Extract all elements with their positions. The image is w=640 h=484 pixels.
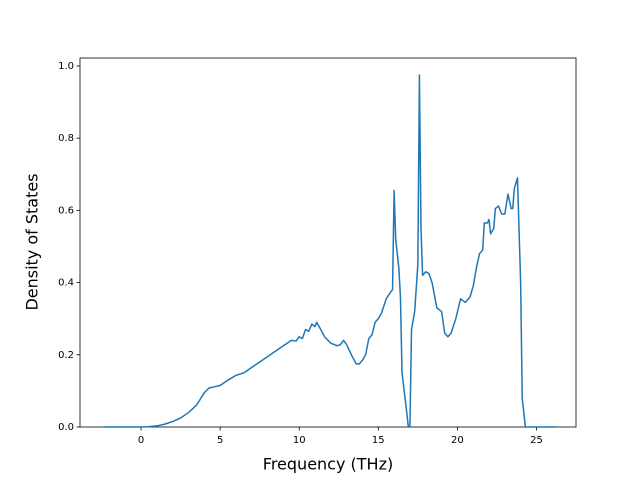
x-axis-label: Frequency (THz) <box>263 455 393 474</box>
x-tick-label: 5 <box>217 435 223 446</box>
y-tick-label: 0.4 <box>58 278 74 289</box>
x-tick-label: 20 <box>451 435 464 446</box>
y-tick-label: 0.2 <box>58 350 74 361</box>
y-axis-label: Density of States <box>23 173 42 310</box>
y-tick-label: 0.8 <box>58 133 74 144</box>
x-tick-label: 10 <box>293 435 306 446</box>
y-tick-label: 0.6 <box>58 205 74 216</box>
data-line <box>103 74 556 428</box>
plot-frame <box>79 57 577 428</box>
y-tick-label: 0.0 <box>58 422 74 433</box>
x-tick-label: 0 <box>138 435 144 446</box>
x-tick-label: 25 <box>530 435 543 446</box>
y-tick-label: 1.0 <box>58 61 74 72</box>
x-tick-label: 15 <box>372 435 385 446</box>
